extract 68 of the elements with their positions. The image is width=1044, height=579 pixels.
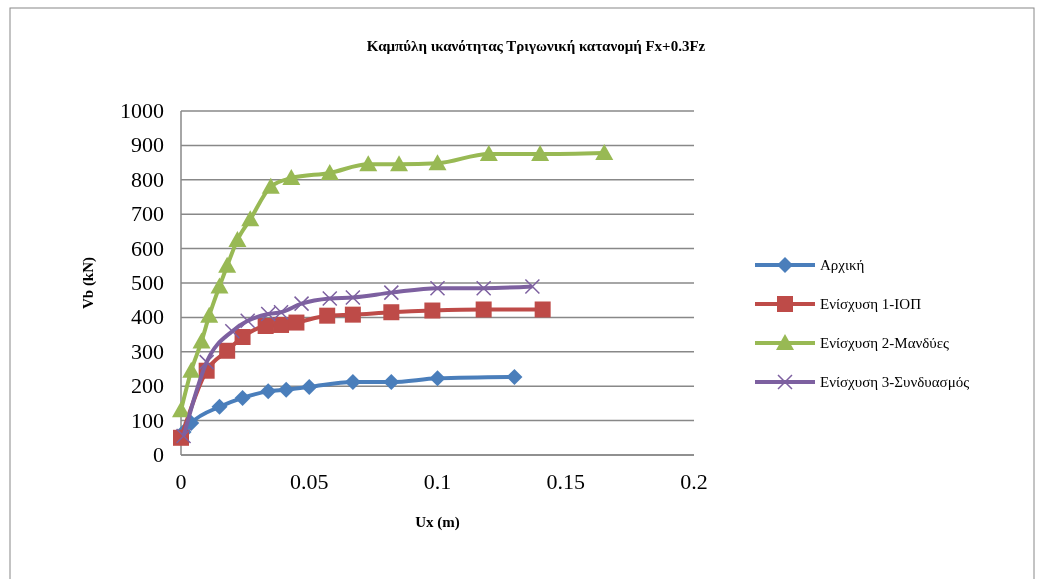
point [219,342,236,359]
point [257,318,274,334]
point [322,290,338,307]
x-tick-label: 0.05 [290,469,329,494]
y-tick-label: 400 [131,304,164,330]
point [344,374,361,391]
point [210,277,229,294]
point [506,368,523,385]
point [359,155,378,172]
x-tick-label: 0.2 [680,469,708,494]
y-tick-label: 1000 [120,98,164,123]
point [172,401,190,418]
point [383,284,400,301]
y-tick-label: 500 [131,270,164,295]
point [182,361,201,378]
y-tick-label: 700 [131,201,164,227]
x-tick-label: 0 [175,469,187,494]
point [429,280,446,296]
point [531,145,550,161]
point [475,301,492,318]
point [428,154,447,171]
point [319,307,336,324]
point [282,169,301,186]
point [320,163,339,180]
point [261,177,280,194]
x-tick-label: 0.1 [423,469,452,494]
point [424,302,441,319]
point [524,278,541,295]
y-tick-label: 300 [131,338,164,364]
point [288,314,305,331]
point [383,304,400,321]
chart-title: Καμπύλη ικανότητας Τριγωνική κατανομή Fx+0.3Fz [366,38,706,54]
point [200,306,219,323]
point [239,313,256,329]
y-tick-label: 600 [131,235,164,261]
point [345,289,361,306]
point [344,306,361,323]
point [479,145,498,161]
point [192,332,211,349]
y-tick-label: 800 [131,166,164,192]
point [475,280,492,296]
point [218,256,237,273]
x-tick-label: 0.15 [546,469,585,494]
point [260,383,277,400]
y-tick-label: 200 [131,373,164,399]
legend-label: Ενίσχυση 1-ΙΟΠ [820,296,922,312]
legend-label: Αρχική [820,257,865,273]
y-axis-title: Vb (kN) [80,256,97,310]
legend-label: Ενίσχυση 2-Μανδύες [820,335,950,351]
point [234,329,251,346]
point [234,389,251,406]
point [301,378,318,395]
point [390,155,409,172]
point [198,354,215,370]
x-axis-title: Ux (m) [415,514,460,531]
point [595,143,614,160]
point [211,398,228,415]
point [293,295,310,312]
point [534,301,551,318]
y-tick-label: 900 [131,132,164,158]
point [429,370,446,387]
y-tick-label: 0 [153,442,164,467]
y-tick-label: 100 [131,407,164,433]
point [383,374,400,391]
point [278,381,295,398]
point [241,210,260,227]
point [228,231,247,247]
legend-label: Ενίσχυση 3-Συνδυασμός [820,374,970,390]
